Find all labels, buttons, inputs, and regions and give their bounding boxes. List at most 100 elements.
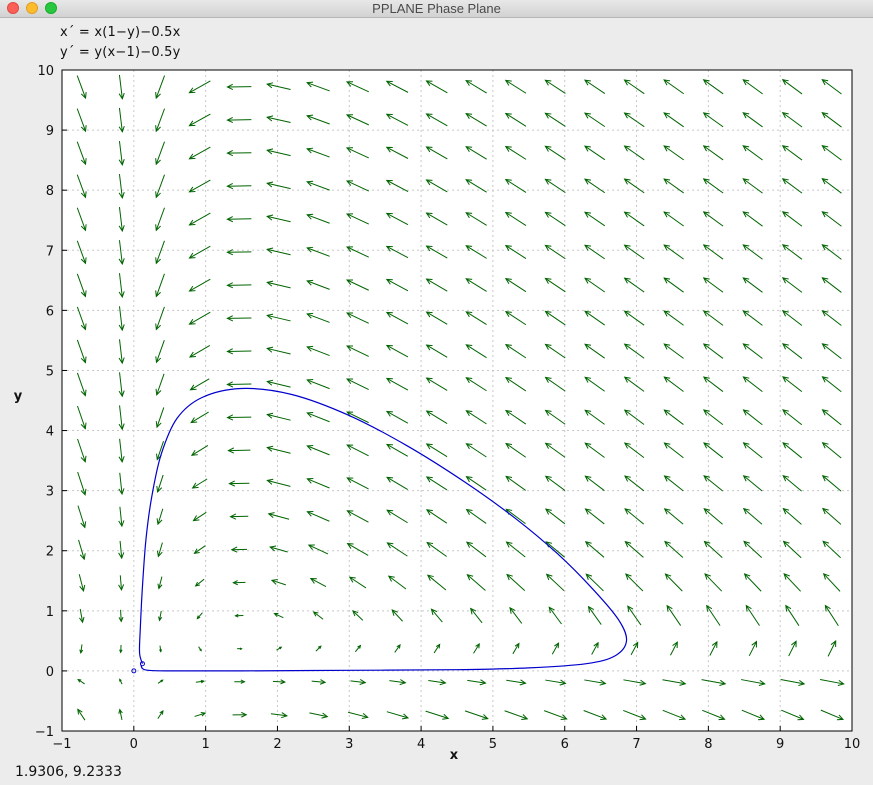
field-arrow <box>312 611 324 620</box>
field-arrow <box>76 108 87 133</box>
field-arrow <box>465 146 487 160</box>
x-tick-label: 3 <box>345 737 353 752</box>
field-arrow <box>266 115 291 124</box>
field-arrow <box>703 507 723 525</box>
plot-area[interactable] <box>62 70 852 731</box>
field-arrow <box>465 377 487 392</box>
y-tick-label: 0 <box>46 665 54 680</box>
field-arrow <box>820 679 845 686</box>
field-arrow <box>157 679 164 684</box>
field-arrow <box>545 573 565 592</box>
field-arrow <box>118 472 125 496</box>
field-arrow <box>584 178 606 194</box>
field-arrow <box>226 149 252 157</box>
field-arrow <box>785 604 800 626</box>
field-arrow <box>742 244 763 260</box>
field-arrow <box>155 141 166 166</box>
field-arrow <box>781 310 803 326</box>
trajectory-group <box>131 387 628 674</box>
field-arrow <box>425 377 448 391</box>
phase-plane-plot[interactable]: −1 0 1 2 3 4 5 6 7 8 9 10 −1 0 1 2 3 4 5 6 7 8 9 10 x y <box>0 18 873 768</box>
field-arrow <box>77 505 87 529</box>
field-arrow <box>544 442 566 458</box>
field-arrow <box>824 604 839 626</box>
field-arrow <box>742 79 763 95</box>
initial-point-marker[interactable] <box>139 661 145 667</box>
field-arrow <box>158 610 163 622</box>
y-tick-label: 9 <box>46 124 54 139</box>
field-arrow <box>425 80 448 94</box>
field-arrow <box>306 81 330 92</box>
field-arrow <box>385 311 409 325</box>
field-arrow <box>544 112 566 127</box>
field-arrow <box>237 647 243 650</box>
field-arrow <box>198 646 202 652</box>
solution-trajectory[interactable] <box>138 387 628 672</box>
field-arrow <box>664 573 683 592</box>
field-arrow <box>623 409 645 425</box>
field-arrow <box>346 510 369 523</box>
field-arrow <box>386 476 408 490</box>
field-arrow <box>702 343 724 359</box>
field-arrow <box>623 343 645 359</box>
field-arrow <box>465 245 487 259</box>
field-arrow <box>155 339 165 364</box>
field-arrow <box>780 679 806 686</box>
field-arrow <box>118 708 123 720</box>
field-arrow <box>266 82 291 90</box>
field-arrow <box>627 605 642 626</box>
field-arrow <box>663 376 684 392</box>
field-arrow <box>544 244 566 260</box>
field-arrow <box>702 376 724 392</box>
field-arrow <box>623 211 645 227</box>
field-arrow <box>306 180 330 191</box>
field-arrow <box>77 708 86 721</box>
x-tick-label: −1 <box>52 737 71 752</box>
field-arrow <box>663 244 684 260</box>
field-arrow <box>188 113 211 127</box>
field-arrow <box>430 608 443 623</box>
field-arrow <box>425 212 448 226</box>
close-window-button[interactable] <box>7 2 19 14</box>
field-arrow <box>345 114 370 126</box>
field-arrow <box>663 310 684 326</box>
field-arrow <box>544 343 566 359</box>
field-arrow <box>118 372 125 398</box>
field-arrow <box>345 180 369 192</box>
field-arrow <box>385 80 409 93</box>
field-arrow <box>706 604 721 626</box>
field-arrow <box>663 508 684 525</box>
field-arrow <box>306 444 330 456</box>
field-arrow <box>306 345 330 356</box>
field-arrow <box>544 376 566 392</box>
field-arrow <box>584 409 605 425</box>
equilibrium-point-marker[interactable] <box>131 668 137 674</box>
field-arrow <box>226 216 252 223</box>
field-arrow <box>76 306 87 331</box>
field-arrow <box>506 679 527 686</box>
field-arrow <box>741 709 766 721</box>
field-arrow <box>266 247 291 256</box>
field-arrow <box>191 478 208 489</box>
field-arrow <box>504 145 527 160</box>
field-arrow <box>118 540 125 560</box>
field-arrow <box>702 244 724 260</box>
maximize-window-button[interactable] <box>45 2 57 14</box>
field-arrow <box>433 643 441 654</box>
field-arrow <box>232 580 246 586</box>
field-arrow <box>188 212 211 226</box>
field-arrow <box>425 344 448 358</box>
field-arrow <box>584 442 605 458</box>
field-arrow <box>742 211 763 227</box>
field-arrow <box>193 545 206 554</box>
field-arrow <box>544 178 566 194</box>
field-arrow <box>348 576 367 589</box>
field-arrow <box>822 540 841 559</box>
minimize-window-button[interactable] <box>26 2 38 14</box>
field-arrow <box>266 214 291 223</box>
field-arrow <box>544 475 566 491</box>
field-arrow <box>188 245 211 259</box>
field-arrow <box>512 642 520 655</box>
field-arrow <box>119 678 123 685</box>
field-arrow <box>386 509 408 524</box>
